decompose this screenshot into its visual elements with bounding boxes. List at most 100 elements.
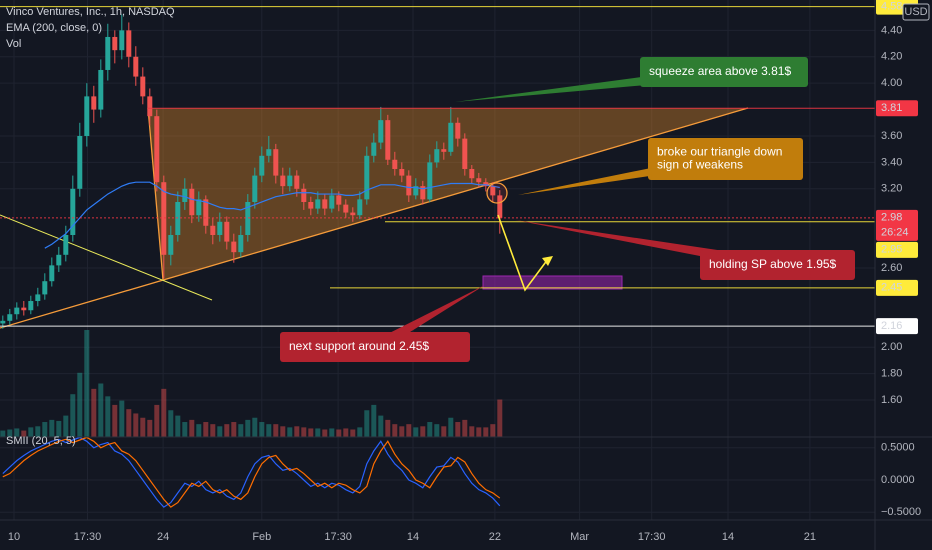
volume-bar	[119, 400, 125, 437]
axes: 10 17:30 24 Feb 17:30 14 22 Mar 17:30 14 21 1.60 1.8…	[8, 0, 930, 543]
volume-bar	[273, 424, 279, 437]
indicator-label: Vol	[6, 38, 21, 50]
x-tick-label: 17:30	[74, 531, 102, 543]
volume-bar	[210, 424, 216, 437]
y-tick-label: 1.60	[881, 394, 902, 406]
candle-body	[84, 96, 90, 136]
currency-box	[902, 3, 930, 21]
candle-body	[217, 221, 223, 236]
y-tick-label: 4.40	[881, 24, 902, 36]
candle-body	[364, 155, 370, 200]
candle-body	[476, 178, 482, 183]
candle-body	[161, 182, 167, 255]
triangle-edge	[147, 107, 164, 281]
volume-bar	[140, 417, 146, 437]
volume-bar	[0, 430, 6, 437]
candle-body	[448, 122, 454, 152]
volume-bar	[364, 410, 370, 437]
volume-bar	[77, 372, 83, 437]
volume-bar	[406, 424, 412, 437]
arrow-head	[542, 256, 553, 266]
volume-bar	[252, 417, 258, 437]
candle-body	[231, 241, 237, 253]
annotations: squeeze area above 3.81$ broke our triang…	[280, 57, 855, 362]
x-tick-label: 14	[407, 531, 419, 543]
volume-bar	[420, 426, 426, 437]
candle-body	[147, 96, 153, 117]
volume-bar	[161, 388, 167, 437]
candle-body	[77, 135, 83, 189]
candle-body	[357, 199, 363, 216]
drawings	[486, 182, 553, 292]
candle-body	[49, 265, 55, 282]
volume-bar	[357, 427, 363, 437]
y-tick-label: −0.5000	[881, 506, 921, 518]
indicator-label: SMII (20, 5, 5)	[6, 435, 76, 447]
candle-body	[371, 142, 377, 156]
callout-box	[700, 250, 855, 280]
volume-bar	[196, 424, 202, 437]
candle-body	[35, 294, 41, 302]
x-tick-label: 22	[489, 531, 501, 543]
candle-body	[14, 307, 20, 315]
candle-body	[252, 175, 258, 202]
candle-body	[413, 186, 419, 196]
price-label: 2.16	[881, 320, 902, 332]
volume-bar	[294, 426, 300, 437]
volume-bar	[105, 396, 111, 437]
candle-body	[441, 149, 447, 152]
price-label: 3.81	[881, 102, 902, 114]
candle-body	[385, 120, 391, 160]
x-tick-label: 24	[157, 531, 169, 543]
chart-title: Vinco Ventures, Inc., 1h, NASDAQ	[6, 6, 175, 18]
volume-bar	[385, 419, 391, 437]
candle-body	[238, 235, 244, 253]
volume-bar	[189, 419, 195, 437]
volume-bar	[91, 388, 97, 437]
callout-text: sign of weakens	[657, 158, 743, 172]
volume-bar	[42, 422, 48, 437]
volume-bar	[112, 404, 118, 437]
candle-body	[322, 199, 328, 209]
trend-line	[0, 214, 213, 301]
candle-body	[259, 155, 265, 176]
candle-body	[28, 301, 34, 311]
candle-body	[301, 188, 307, 202]
countdown: 26:24	[881, 227, 909, 239]
volume-bar	[168, 410, 174, 437]
candle-body	[119, 30, 125, 51]
volume-bar	[259, 422, 265, 437]
callout-text: next support around 2.45$	[289, 339, 429, 353]
candle-body	[343, 204, 349, 213]
x-tick-label: 10	[8, 531, 20, 543]
volume-bar	[175, 415, 181, 437]
candle-body	[175, 201, 181, 236]
volume-bar	[217, 426, 223, 437]
candle-body	[294, 175, 300, 189]
candle-body	[329, 195, 335, 209]
volume-bar	[70, 394, 76, 437]
y-tick-label: 4.20	[881, 51, 902, 63]
candle-body	[427, 162, 433, 200]
candle-body	[469, 168, 475, 179]
candle-body	[399, 168, 405, 176]
volume-bar	[231, 422, 237, 437]
candle-body	[63, 235, 69, 255]
volume-bar	[28, 427, 34, 437]
volume-bar	[448, 417, 454, 437]
volume-bar	[392, 424, 398, 437]
y-tick-label: 0.5000	[881, 442, 915, 454]
candle-body	[7, 314, 13, 321]
candle-body	[112, 36, 118, 51]
volume-bar	[245, 419, 251, 437]
volume-bar	[483, 427, 489, 437]
callout-text: squeeze area above 3.81$	[649, 64, 791, 78]
volume-bar	[336, 429, 342, 437]
volume-bar	[371, 404, 377, 437]
candle-body	[203, 199, 209, 226]
volume-bar	[462, 419, 468, 437]
candle-body	[182, 188, 188, 202]
y-tick-label: 3.20	[881, 183, 902, 195]
y-tick-label: 3.60	[881, 130, 902, 142]
